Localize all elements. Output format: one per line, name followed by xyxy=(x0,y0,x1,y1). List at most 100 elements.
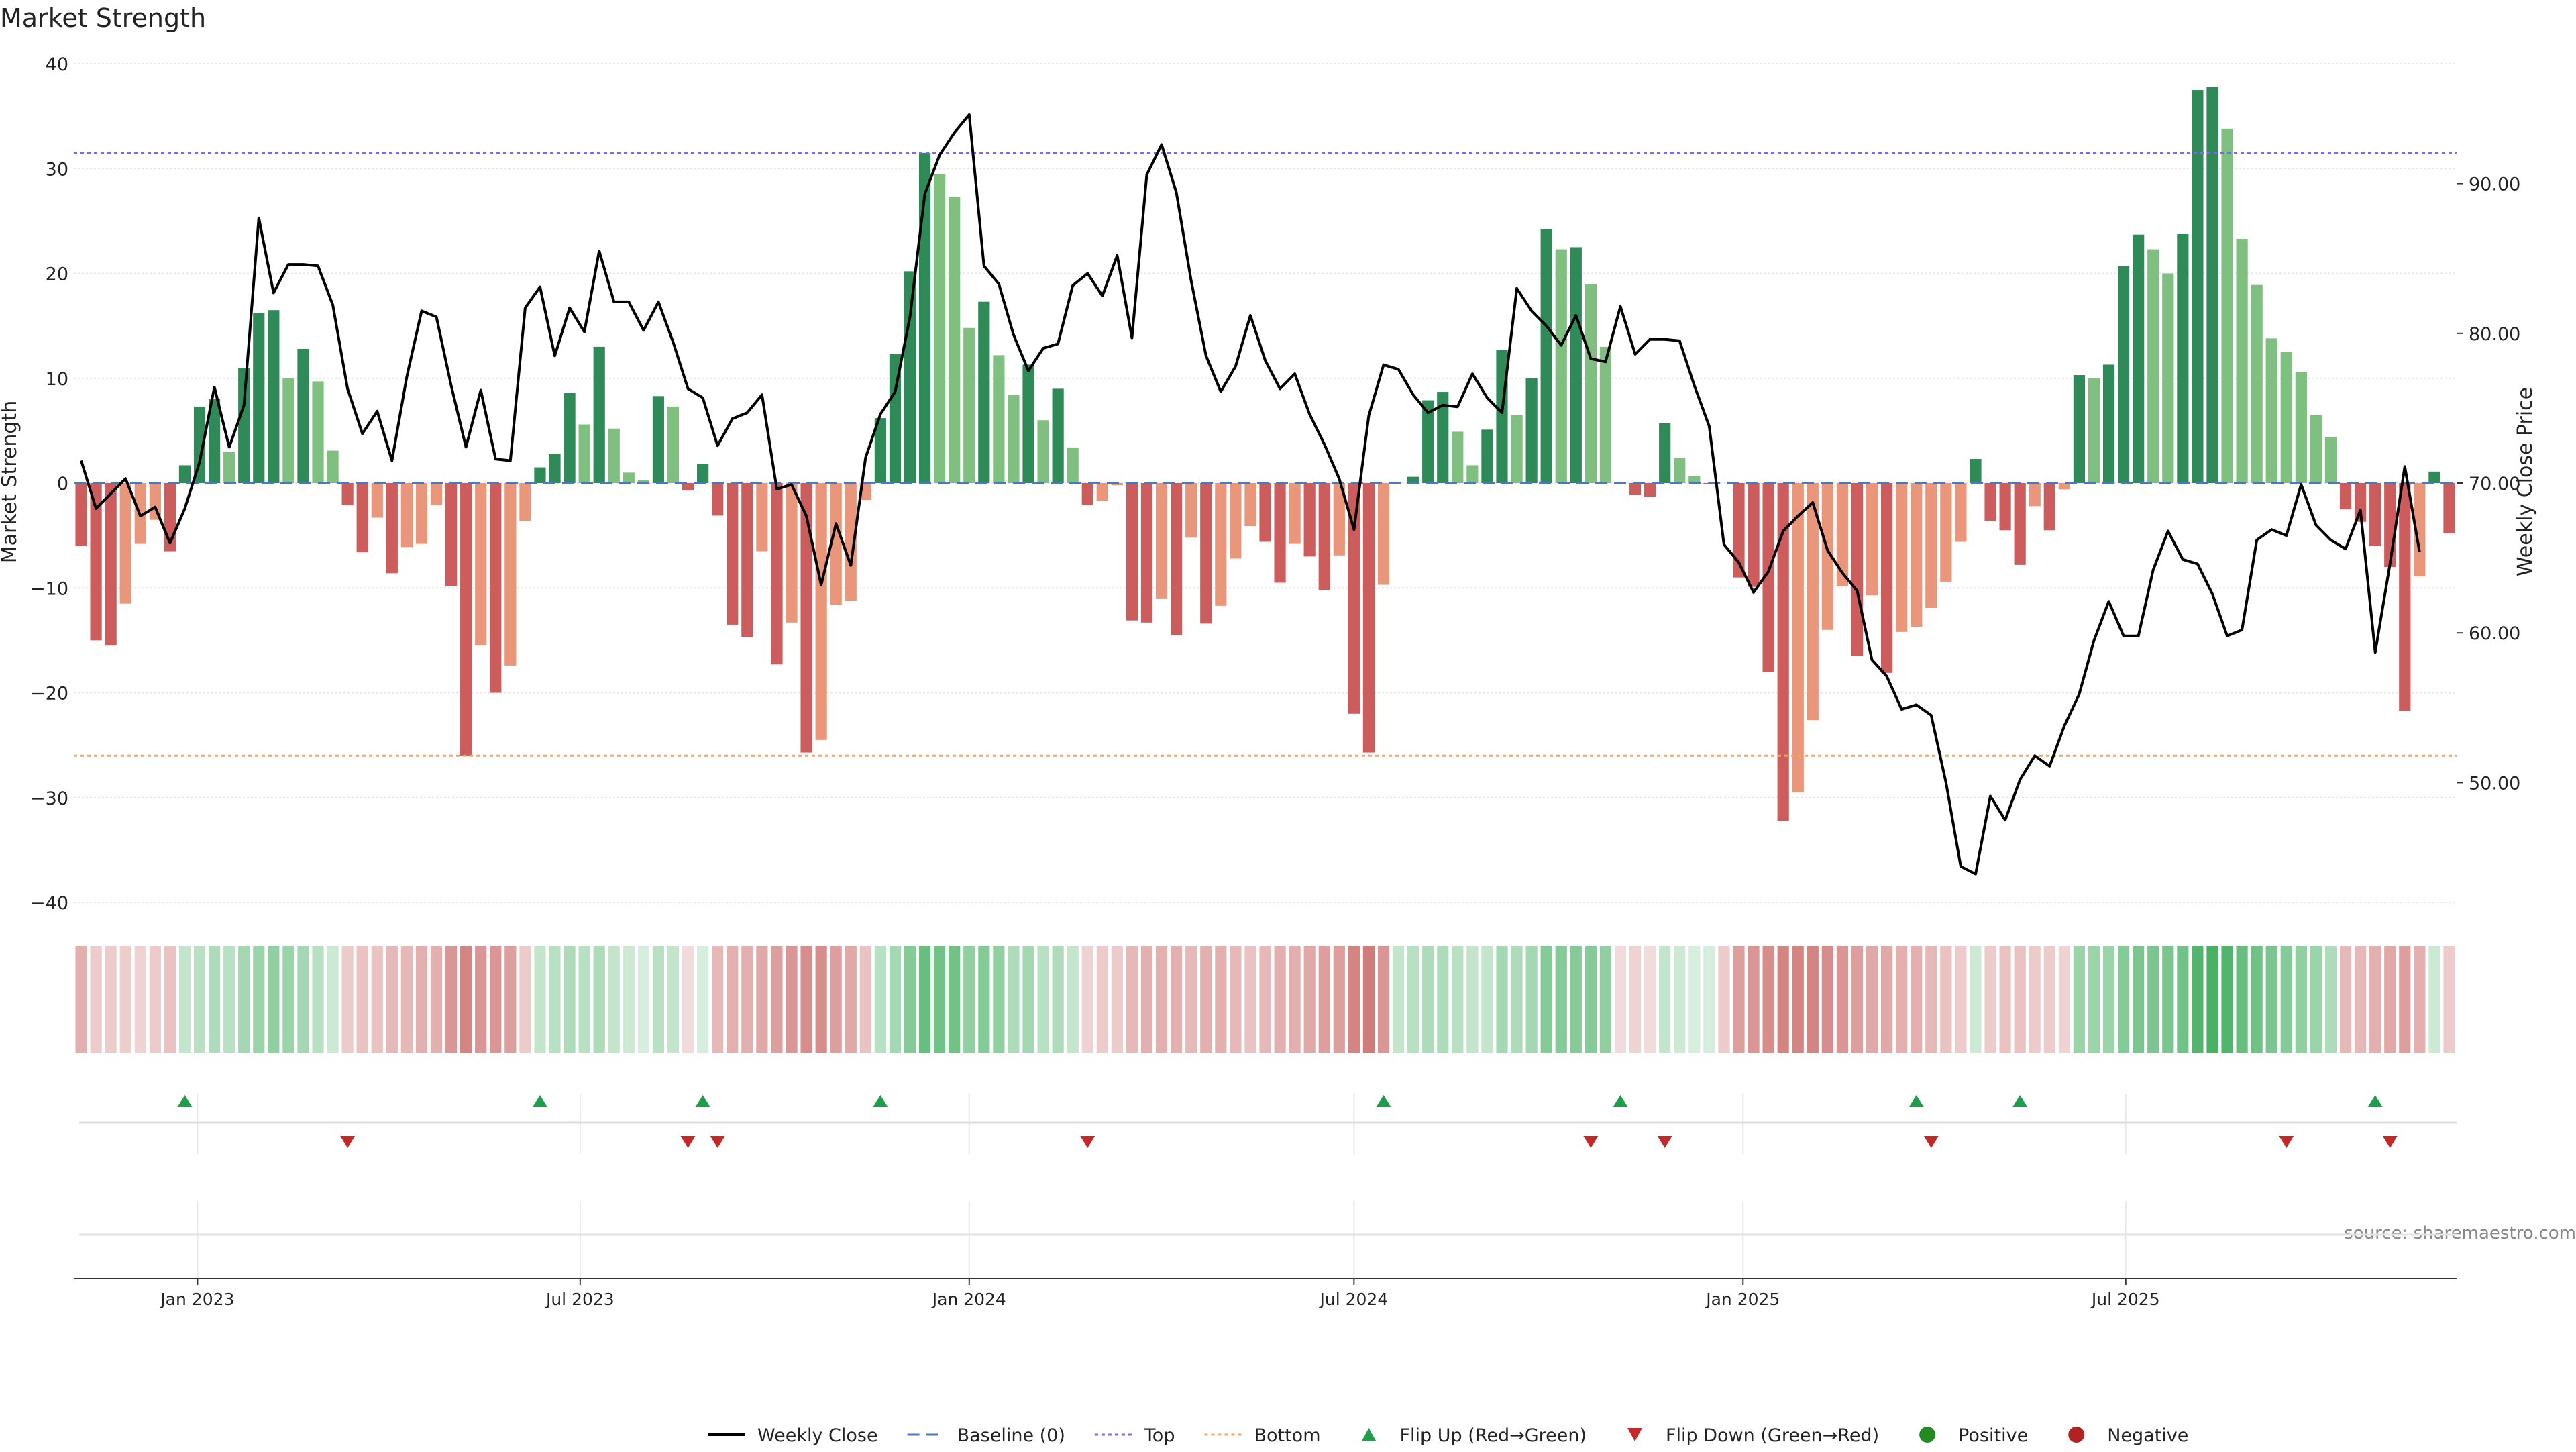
x-tick-label: Jan 2023 xyxy=(159,1290,234,1309)
strength-bar xyxy=(1555,249,1567,483)
strength-bar xyxy=(874,418,886,483)
flip-down-marker xyxy=(2279,1136,2294,1148)
heat-cell xyxy=(1200,946,1212,1053)
strength-bar xyxy=(75,483,87,546)
triangle-down-icon xyxy=(1627,1428,1643,1441)
heat-cell xyxy=(2399,946,2411,1053)
heat-cell xyxy=(712,946,724,1053)
strength-bar xyxy=(1629,483,1642,495)
heat-cell xyxy=(1259,946,1271,1053)
strength-bar xyxy=(993,355,1005,483)
strength-bar xyxy=(1733,483,1745,578)
legend-label: Flip Up (Red→Green) xyxy=(1400,1425,1587,1446)
strength-bar xyxy=(756,483,768,552)
strength-bar xyxy=(2221,128,2233,483)
heat-cell xyxy=(949,946,961,1053)
heat-cell xyxy=(918,946,931,1053)
strength-bar xyxy=(1348,483,1360,714)
strength-bar xyxy=(918,152,931,483)
strength-bar xyxy=(1452,431,1464,483)
heat-cell xyxy=(1925,946,1937,1053)
strength-bar xyxy=(460,483,472,756)
heat-cell xyxy=(1733,946,1745,1053)
strength-bar xyxy=(1362,483,1375,753)
heat-cell xyxy=(238,946,250,1053)
heat-cell xyxy=(771,946,783,1053)
heat-cell xyxy=(2177,946,2189,1053)
heat-cell xyxy=(1333,946,1345,1053)
heat-cell xyxy=(490,946,502,1053)
heat-cell xyxy=(1377,946,1390,1053)
strength-bar xyxy=(815,483,827,740)
strength-bar xyxy=(371,483,383,518)
heat-cell xyxy=(1348,946,1360,1053)
heat-cell xyxy=(1111,946,1123,1053)
strength-bar xyxy=(178,465,191,483)
flip-up-marker xyxy=(2367,1095,2383,1107)
heat-cell xyxy=(1052,946,1064,1053)
heat-cell xyxy=(682,946,694,1053)
heat-cell xyxy=(830,946,842,1053)
strength-bar xyxy=(786,483,798,623)
heat-cell xyxy=(1999,946,2011,1053)
legend-label: Weekly Close xyxy=(757,1425,878,1446)
legend-label: Positive xyxy=(1958,1425,2028,1446)
strength-bar xyxy=(1008,395,1020,483)
strength-bar xyxy=(223,452,235,483)
heat-cell xyxy=(1525,946,1538,1053)
heat-cell xyxy=(549,946,561,1053)
heat-cell xyxy=(800,946,812,1053)
y2-tick-label: 60.00 xyxy=(2469,623,2520,644)
strength-bar xyxy=(904,271,916,483)
heat-cell xyxy=(1081,946,1093,1053)
triangle-up-icon xyxy=(1361,1428,1377,1441)
heat-cell xyxy=(475,946,487,1053)
strength-bar xyxy=(119,483,131,604)
strength-bar xyxy=(2310,415,2322,483)
strength-bar xyxy=(1807,483,1819,721)
heat-cell xyxy=(1762,946,1774,1053)
strength-bar xyxy=(949,197,961,483)
weekly-close-line xyxy=(80,113,2421,876)
strength-bar xyxy=(771,483,783,665)
heat-cell xyxy=(460,946,472,1053)
strength-bar xyxy=(1881,483,1893,673)
heat-cell xyxy=(134,946,146,1053)
heat-cell xyxy=(415,946,428,1053)
strength-bar xyxy=(1599,346,1612,483)
strength-bar xyxy=(2133,234,2145,483)
heat-cell xyxy=(2206,946,2218,1053)
heat-cell xyxy=(1096,946,1108,1053)
y-tick-label: 30 xyxy=(46,159,68,180)
strength-bar xyxy=(712,483,724,516)
flip-down-marker xyxy=(2382,1136,2398,1148)
strength-bar xyxy=(549,454,561,483)
heat-cell xyxy=(2369,946,2381,1053)
strength-bar xyxy=(1821,483,1833,630)
strength-bar xyxy=(978,301,990,483)
strength-bar xyxy=(2443,483,2455,533)
heat-cell xyxy=(2058,946,2070,1053)
strength-bar xyxy=(1200,483,1212,624)
strength-bar xyxy=(445,483,458,586)
y-tick-label: −30 xyxy=(30,788,68,809)
heat-cell xyxy=(578,946,590,1053)
strength-bar xyxy=(963,327,975,483)
strength-bar xyxy=(2339,483,2352,510)
strength-bar xyxy=(2354,483,2367,522)
y-tick-label: −10 xyxy=(30,578,68,599)
heat-cell xyxy=(978,946,990,1053)
strength-bar xyxy=(1955,483,1967,542)
heat-cell xyxy=(756,946,768,1053)
strength-bar xyxy=(1333,483,1345,556)
strength-bar xyxy=(1792,483,1804,792)
heat-cell xyxy=(1289,946,1301,1053)
heat-cell xyxy=(889,946,902,1053)
strength-bar xyxy=(1096,483,1108,501)
heat-cell xyxy=(1422,946,1434,1053)
heat-cell xyxy=(2102,946,2115,1053)
heat-cell xyxy=(608,946,620,1053)
heat-cell xyxy=(75,946,87,1053)
strength-bar xyxy=(1970,459,1982,483)
